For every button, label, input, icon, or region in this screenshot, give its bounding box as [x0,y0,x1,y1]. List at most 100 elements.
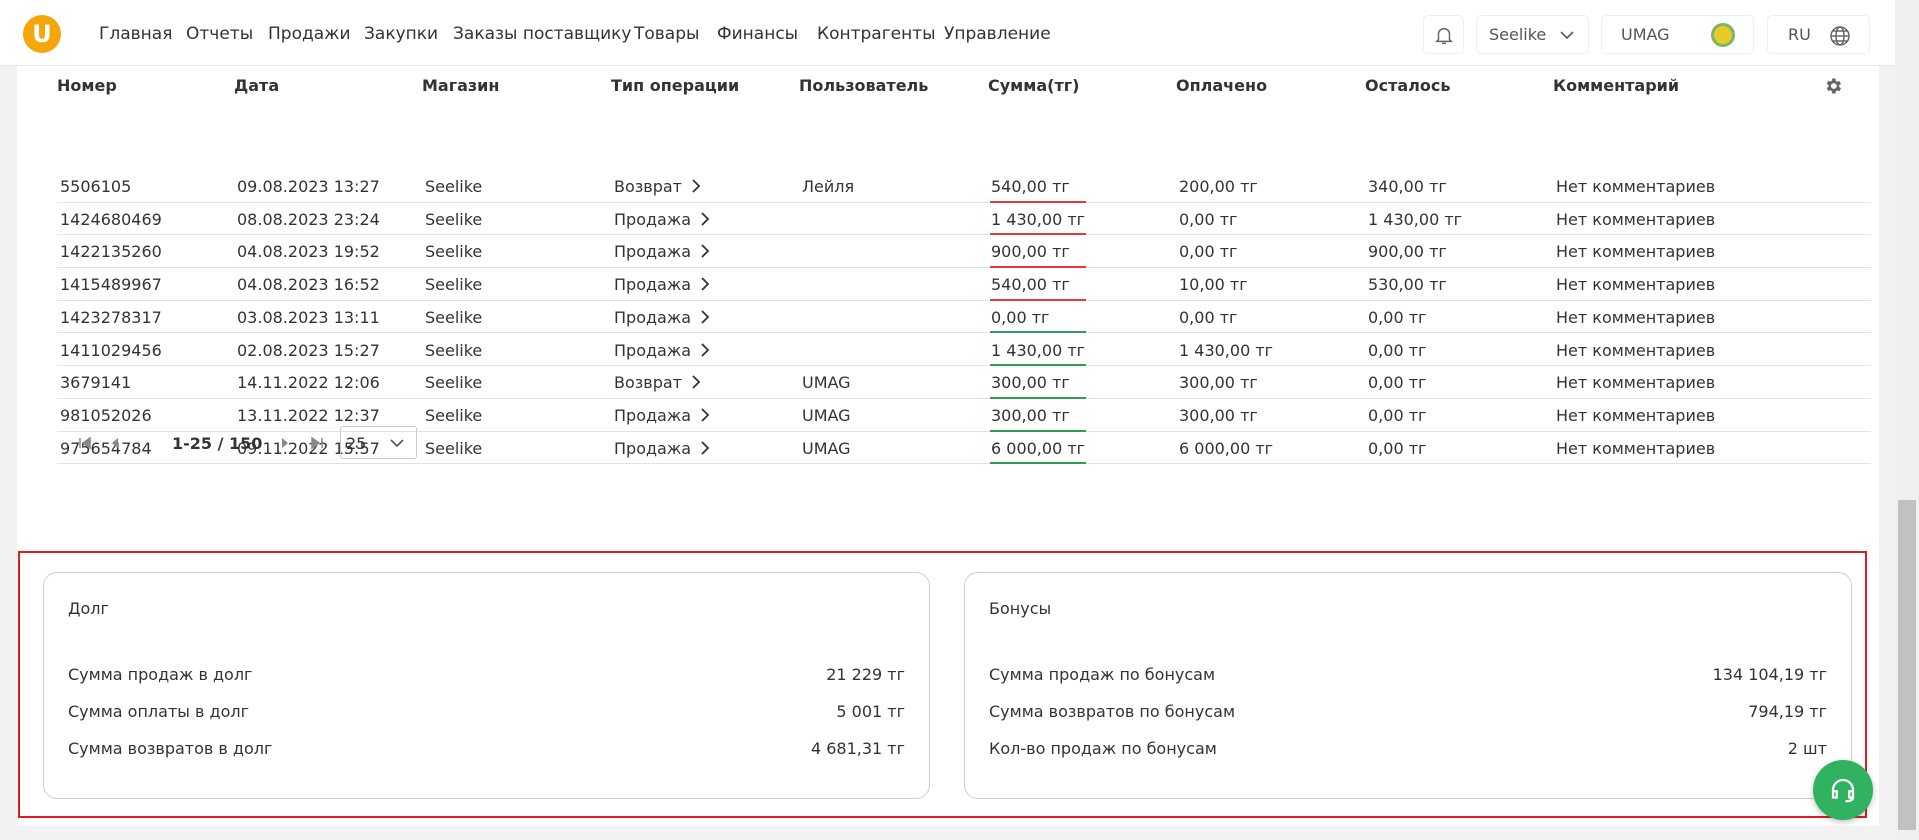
summary-label: Сумма оплаты в долг [68,702,249,721]
cell[interactable]: Продажа [614,242,711,261]
cell: 530,00 тг [1368,275,1447,295]
cell: Seelike [425,242,483,262]
cell: 1411029456 [60,340,162,360]
sum-underline [990,364,1086,367]
cell[interactable]: Продажа [614,406,711,425]
notifications[interactable] [1423,15,1464,54]
table-row[interactable]: 1422135260 04.08.2023 19:52 Seelike Продажа… [57,235,1871,269]
cell: Нет комментариев [1556,438,1716,458]
chevron [701,212,710,226]
cell: Seelike [425,340,483,360]
column-header: Сумма(тг) [988,76,1080,95]
cell: 1423278317 [60,307,162,327]
table-row[interactable]: 5506105 09.08.2023 13:27 Seelike Возврат Лей… [57,170,1871,203]
highlight-box [18,551,1867,818]
cell[interactable]: Возврат [614,373,702,392]
column-header: Осталось [1365,76,1451,95]
sum-underline [990,396,1086,399]
cell: 6 000,00 тг [991,438,1086,458]
table-row[interactable]: 3679141 14.11.2022 12:06 Seelike Возврат UMA… [57,366,1871,399]
column-header: Комментарий [1553,76,1680,95]
cell: UMAG [802,373,851,393]
nav-item[interactable]: Финансы [717,24,799,44]
summary-label: Сумма возвратов в долг [68,739,273,758]
chevron [701,277,710,291]
store: Seelike [1489,25,1547,44]
prev-page[interactable] [107,435,123,451]
sum-underline [990,200,1086,203]
next-page[interactable] [277,435,293,451]
cell[interactable]: Продажа [614,210,711,229]
cell: 1422135260 [60,242,162,262]
column-header: Оплачено [1176,76,1268,95]
account[interactable]: UMAG [1601,15,1754,54]
cell: 1 430,00 тг [991,340,1086,360]
cell: 10,00 тг [1179,275,1248,295]
cell: Seelike [425,405,483,425]
cell: 09.11.2022 15:57 [237,438,380,458]
cell[interactable]: Продажа [614,341,711,360]
account-name: UMAG [1621,25,1670,44]
cell: 300,00 тг [991,373,1070,393]
summary-value: 21 229 тг [826,665,905,684]
store-select[interactable]: Seelike [1476,15,1589,54]
summary-label: Сумма возвратов по бонусам [989,702,1236,721]
table-row[interactable]: 1424680469 08.08.2023 23:24 Seelike Продажа… [57,203,1871,236]
cell: 3679141 [60,373,132,393]
table-row[interactable]: 1415489967 04.08.2023 16:52 Seelike Продажа… [57,268,1871,301]
page-size-select[interactable]: 25 [340,426,417,459]
cell: 540,00 тг [991,177,1070,196]
summary-value: 134 104,19 тг [1712,665,1827,684]
chevron [1560,31,1574,40]
support-button[interactable] [1813,760,1873,820]
cell: 340,00 тг [1368,177,1447,196]
cell: 0,00 тг [1179,307,1238,327]
cell: 0,00 тг [1368,405,1427,425]
nav-item[interactable]: Товары [634,24,700,44]
scroll-thumb[interactable] [1898,500,1916,830]
table-row[interactable]: 981052026 13.11.2022 12:37 Seelike Продажа U… [57,399,1871,432]
cell: 0,00 тг [1179,242,1238,262]
cell: 1 430,00 тг [991,209,1086,229]
chevron [701,408,710,422]
language-select[interactable]: RU [1767,15,1870,54]
summary-label: Сумма продаж по бонусам [989,665,1216,684]
nav-item[interactable]: Главная [99,24,173,44]
nav-item[interactable]: Контрагенты [817,24,936,44]
cell: 03.08.2023 13:11 [237,307,380,327]
cell: 0,00 тг [1368,340,1427,360]
cell[interactable]: Продажа [614,308,711,327]
first-page[interactable] [77,435,93,451]
card-title: Долг [68,599,109,618]
cell[interactable]: Продажа [614,439,711,458]
summary-label: Сумма продаж в долг [68,665,253,684]
chevron [692,179,701,193]
cell: Seelike [425,209,483,229]
nav-item[interactable]: Продажи [268,24,351,44]
cell: Нет комментариев [1556,307,1716,327]
cell: 08.08.2023 23:24 [237,209,380,229]
cell: 09.08.2023 13:27 [237,177,380,196]
table-row[interactable]: 1411029456 02.08.2023 15:27 Seelike Продажа… [57,334,1871,367]
pagination: 1-25 / 150 25 [77,426,437,460]
nav-item[interactable]: Закупки [364,24,439,44]
cell: Нет комментариев [1556,340,1716,360]
summary-card: Бонусы Сумма продаж по бонусам 134 104,19 … [964,572,1852,799]
table-row[interactable]: 1423278317 03.08.2023 13:11 Seelike Продажа… [57,301,1871,334]
nav-item[interactable]: Заказы поставщику [453,24,632,44]
logo[interactable]: U [23,15,61,53]
table-row[interactable]: 975654784 09.11.2022 15:57 Seelike Продажа U… [57,432,1871,465]
cell: Seelike [425,373,483,393]
cell[interactable]: Возврат [614,177,702,196]
cell: 0,00 тг [1368,307,1427,327]
last-page[interactable] [309,435,325,451]
cell: Seelike [425,275,483,295]
cell[interactable]: Продажа [614,275,711,294]
cell: 540,00 тг [991,275,1070,295]
sum-underline [990,331,1086,334]
page-range: 1-25 / 150 [172,434,263,453]
nav-item[interactable]: Управление [944,24,1051,44]
nav-item[interactable]: Отчеты [186,24,254,44]
settings-icon[interactable] [1823,76,1843,96]
